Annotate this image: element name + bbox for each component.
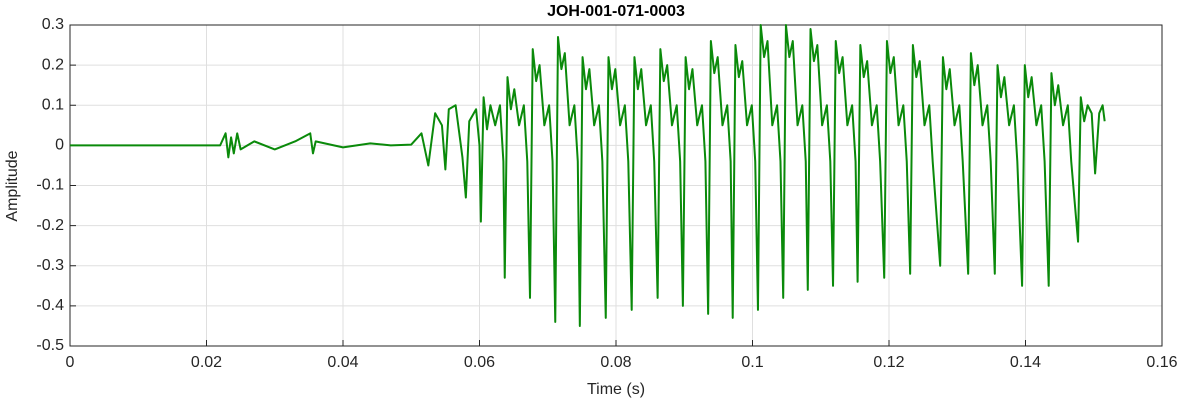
plot-frame <box>69 24 1163 347</box>
x-tick-label: 0.04 <box>327 354 358 371</box>
x-tick-label: 0.1 <box>741 354 763 371</box>
y-tick-label: 0.3 <box>42 16 64 33</box>
y-tick-label: 0 <box>55 137 64 154</box>
y-tick-label: 0.1 <box>42 96 64 113</box>
y-tick-label: 0.2 <box>42 56 64 73</box>
y-tick-label: -0.4 <box>36 297 64 314</box>
x-tick-label: 0.14 <box>1010 354 1041 371</box>
waveform-line <box>70 24 1106 327</box>
x-tick-label: 0.08 <box>600 354 631 371</box>
x-tick-label: 0 <box>66 354 75 371</box>
y-axis-label: Amplitude <box>4 150 21 221</box>
y-tick-label: -0.2 <box>36 217 64 234</box>
x-axis-label: Time (s) <box>587 381 645 398</box>
x-tick-label: 0.16 <box>1146 354 1177 371</box>
x-tick-label: 0.12 <box>873 354 904 371</box>
x-tick-label: 0.06 <box>464 354 495 371</box>
x-tick-label: 0.02 <box>191 354 222 371</box>
y-tick-label: -0.3 <box>36 257 64 274</box>
y-tick-label: -0.1 <box>36 177 64 194</box>
chart-title: JOH-001-071-0003 <box>547 3 685 20</box>
y-tick-label: -0.5 <box>36 337 64 354</box>
